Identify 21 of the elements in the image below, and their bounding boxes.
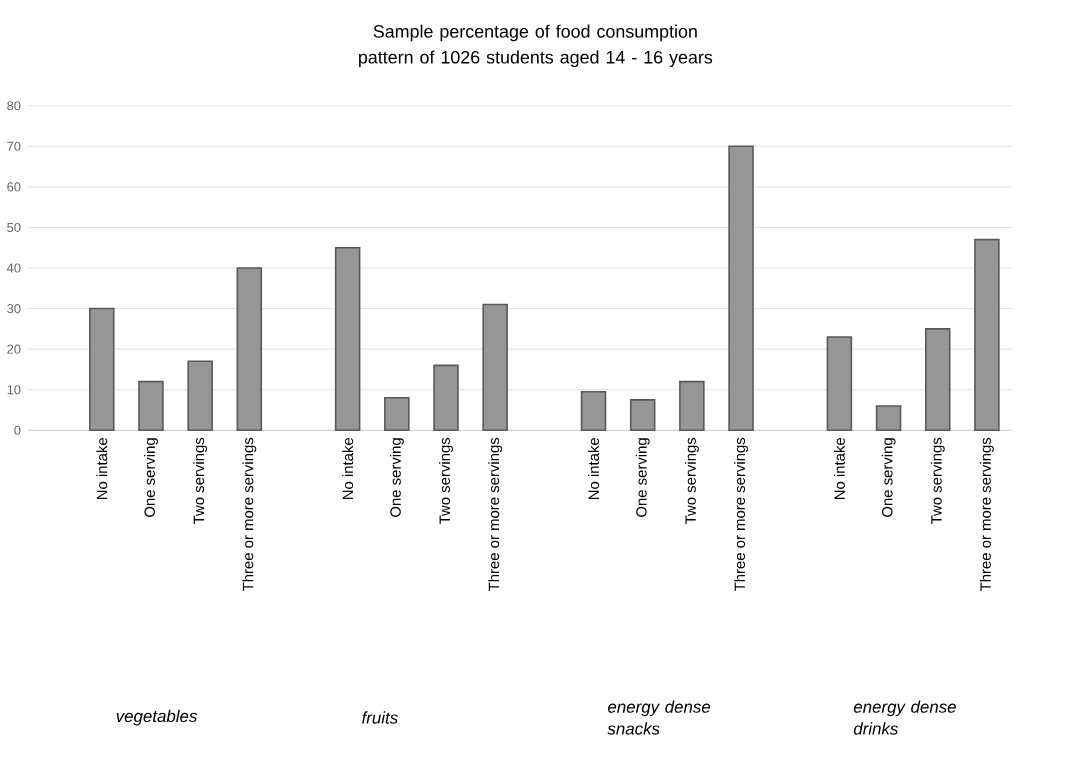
text: fruits [362, 711, 398, 724]
bar [679, 380, 705, 432]
bar [384, 397, 410, 432]
text: energy dense snacks [607, 700, 711, 735]
bar [236, 267, 263, 432]
bar [974, 238, 1000, 432]
chart-title: Sample percentage of food consumption pattern of 1026 students aged 14 - 16 years [359, 24, 713, 68]
text: energy dense drinks [853, 700, 956, 735]
bar [89, 307, 115, 432]
bar [138, 380, 164, 432]
bar [482, 303, 508, 432]
bar [875, 405, 902, 432]
bar [924, 328, 951, 432]
bar [433, 364, 459, 432]
bar [580, 390, 607, 432]
bar [629, 399, 656, 432]
bar [187, 360, 213, 432]
text: vegetables [116, 709, 198, 726]
bar [728, 145, 754, 432]
bar [826, 336, 853, 432]
bar [334, 246, 361, 432]
